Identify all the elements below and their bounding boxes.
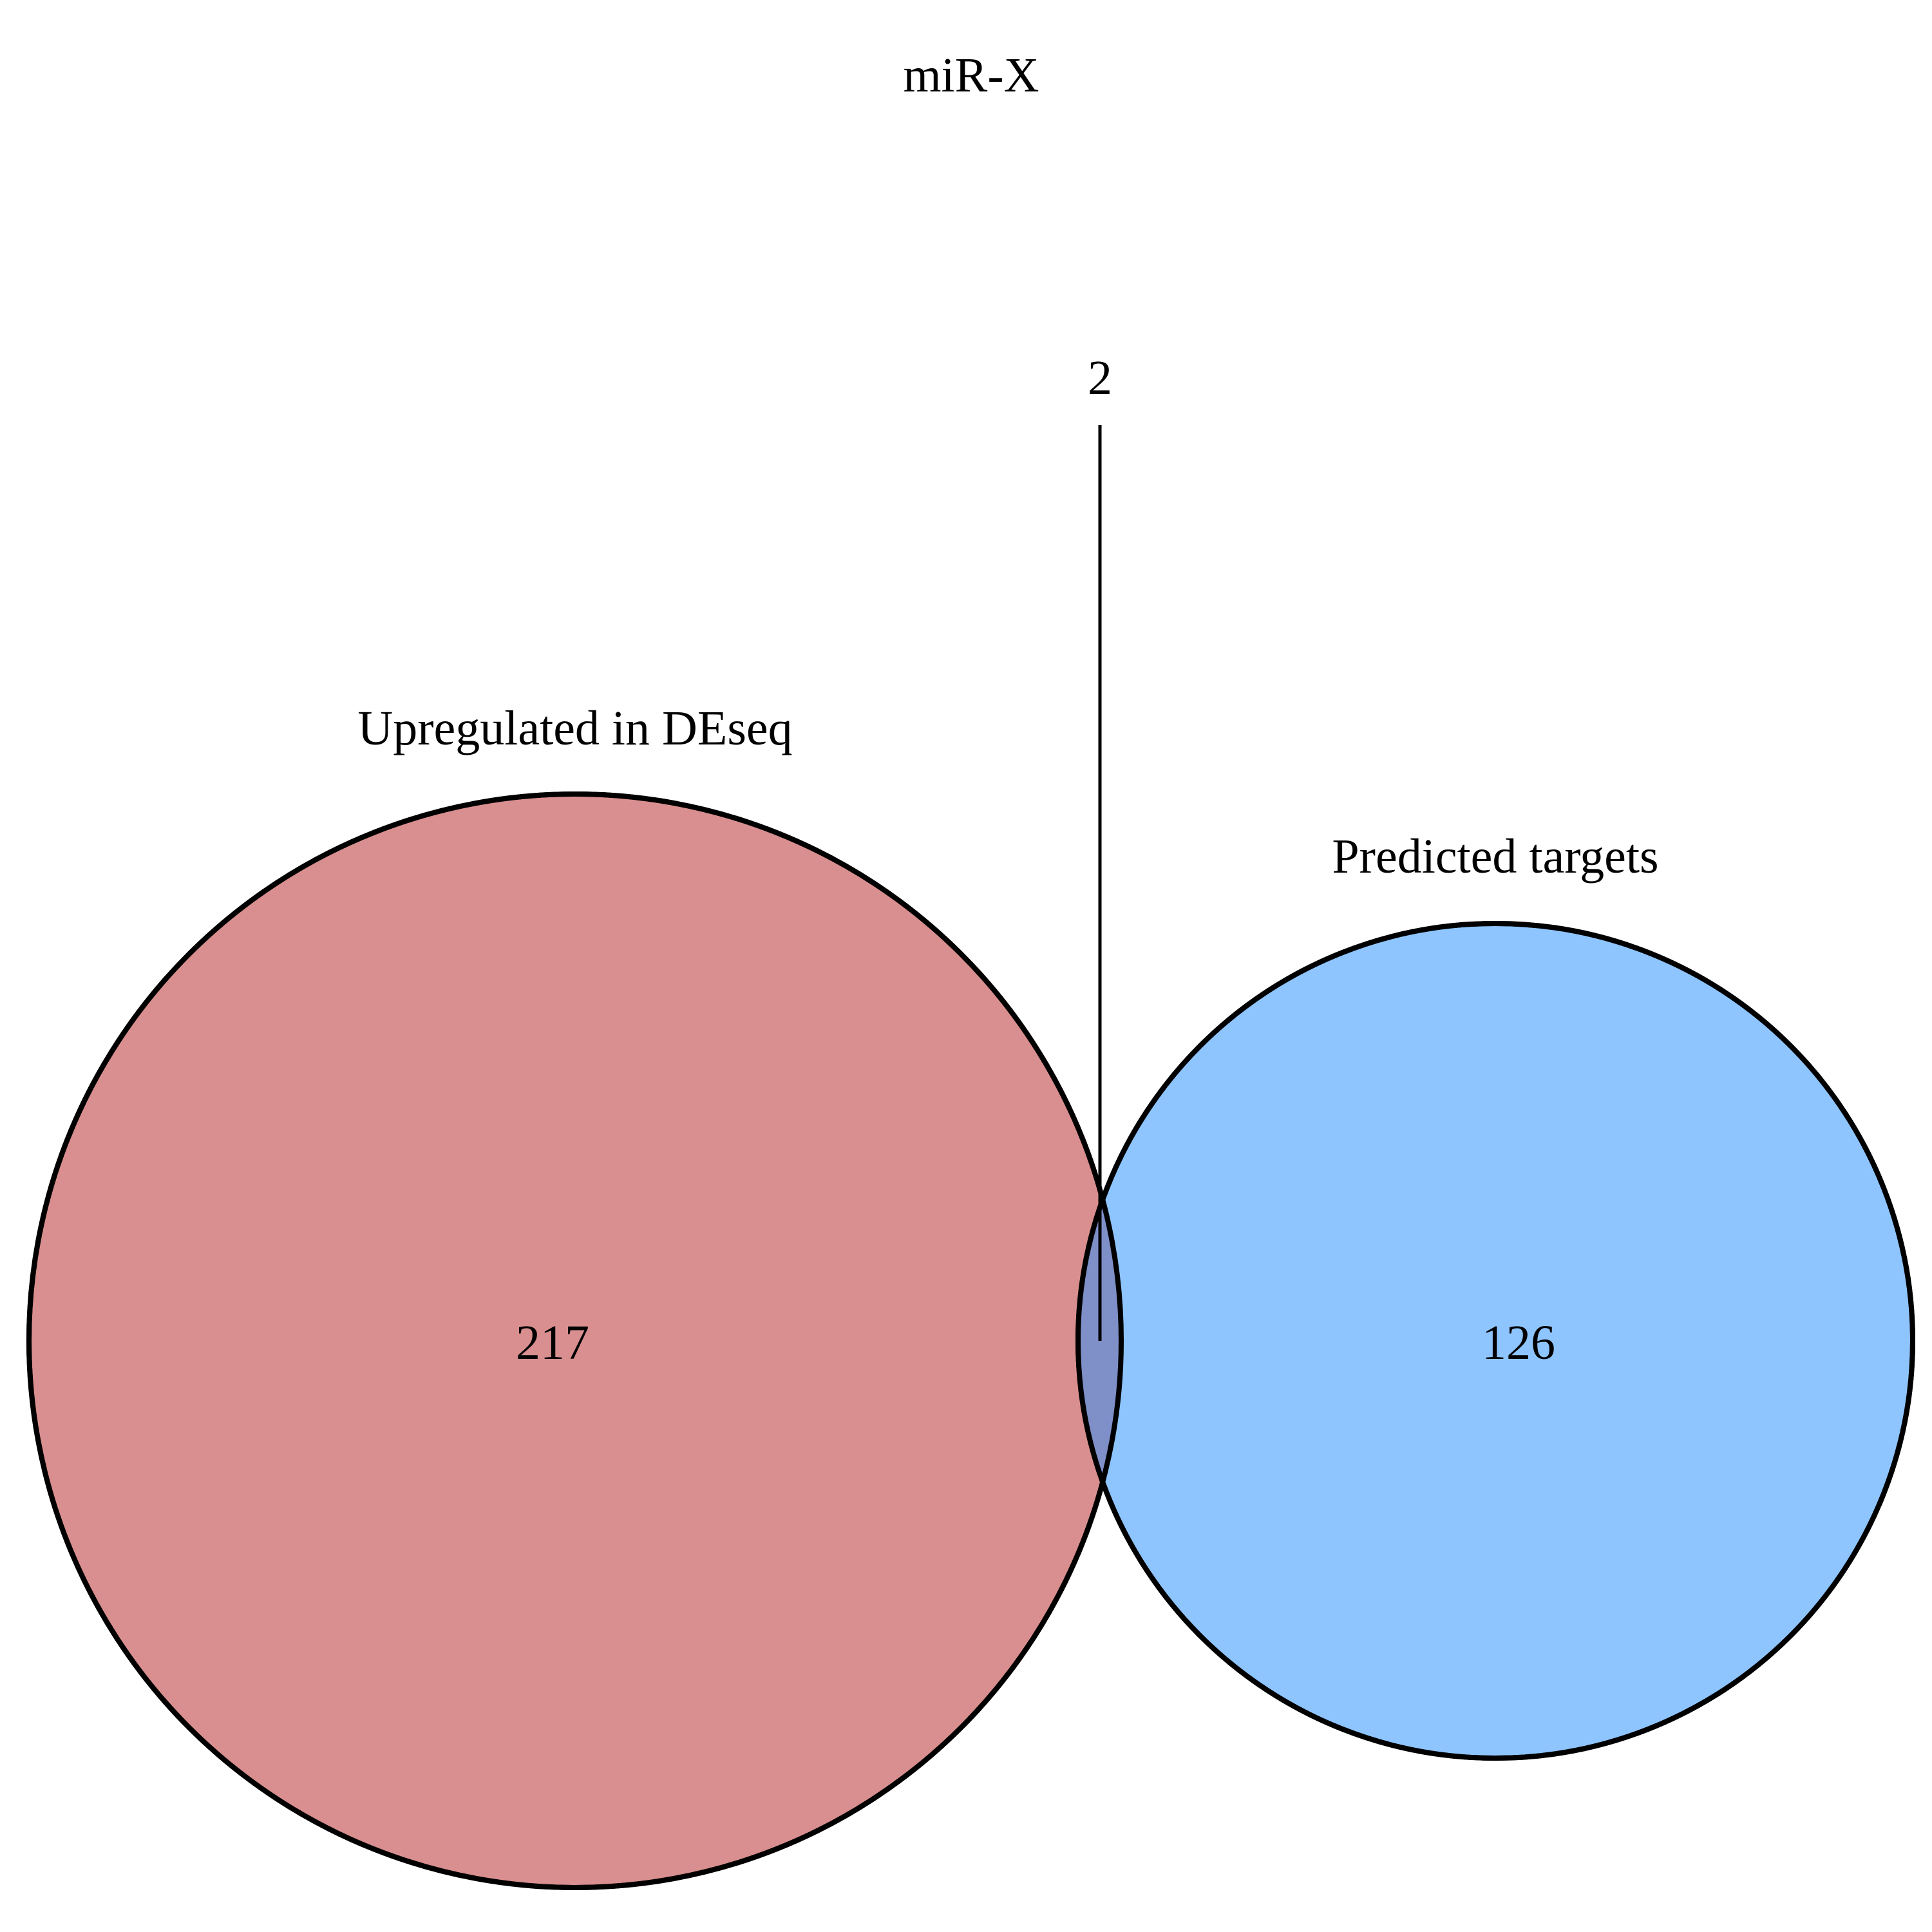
set-outline-predicted-targets xyxy=(1075,921,1915,1761)
set-label-upregulated: Upregulated in DEseq xyxy=(357,701,792,755)
diagram-title: miR-X xyxy=(903,48,1039,102)
intersection-count: 2 xyxy=(1088,351,1112,405)
count-predicted-targets-only: 126 xyxy=(1482,1316,1555,1370)
set-label-predicted-targets: Predicted targets xyxy=(1332,829,1658,884)
set-outline-upregulated xyxy=(26,791,1124,1890)
count-upregulated-only: 217 xyxy=(516,1316,589,1370)
